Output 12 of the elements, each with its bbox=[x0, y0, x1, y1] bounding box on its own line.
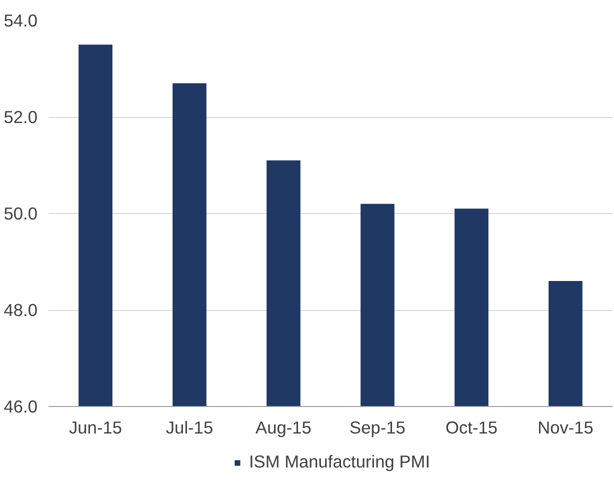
y-tick-label: 46.0 bbox=[4, 396, 38, 416]
y-tick-label: 52.0 bbox=[4, 107, 38, 127]
x-tick-label: Sep-15 bbox=[350, 418, 406, 438]
x-tick-label: Aug-15 bbox=[256, 418, 312, 438]
y-tick-label: 50.0 bbox=[4, 204, 38, 224]
y-tick-label: 54.0 bbox=[4, 10, 38, 30]
x-tick-label: Nov-15 bbox=[538, 418, 594, 438]
x-tick-label: Oct-15 bbox=[446, 418, 498, 438]
y-tick-label: 48.0 bbox=[4, 300, 38, 320]
x-tick-label: Jun-15 bbox=[69, 418, 122, 438]
x-tick-label: Jul-15 bbox=[166, 418, 214, 438]
legend-label: ISM Manufacturing PMI bbox=[248, 452, 430, 472]
